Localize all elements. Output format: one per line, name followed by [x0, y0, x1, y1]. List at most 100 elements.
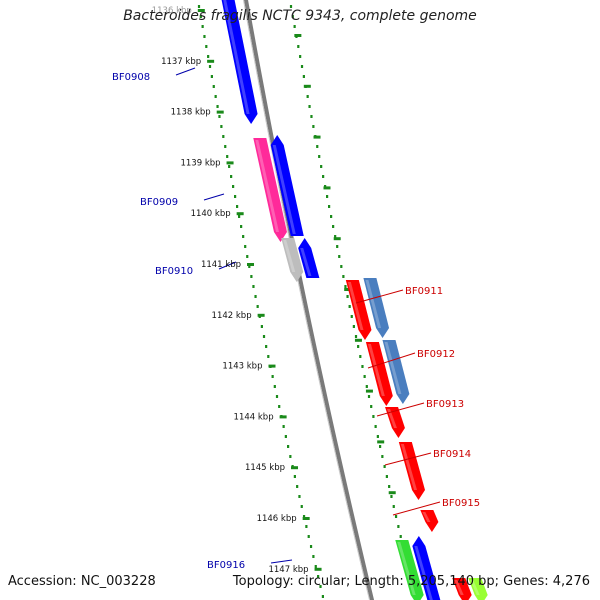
- gene-bf0914[interactable]: [398, 442, 425, 500]
- left-scale-dot: [271, 375, 274, 378]
- gene-bf0914-highlight: [400, 444, 417, 490]
- leader-line: [218, 261, 237, 270]
- gene-label-bf0911[interactable]: BF0911: [355, 286, 443, 304]
- gene-bf0916-a-highlight: [397, 542, 416, 595]
- gene-bf0915-highlight: [422, 512, 431, 522]
- gene-bf0916-b-body: [412, 536, 441, 600]
- gene-label-bf0916[interactable]: BF0916: [207, 559, 293, 571]
- left-scale-dot: [260, 325, 263, 328]
- gene-label-bf0912[interactable]: BF0912: [367, 349, 455, 369]
- right-scale-dot: [330, 215, 333, 218]
- major-tick: [354, 338, 362, 342]
- gene-bf0911[interactable]: [345, 280, 372, 340]
- left-scale-dot: [309, 545, 313, 548]
- left-scale-dot: [199, 15, 202, 18]
- major-tick: [216, 110, 224, 114]
- leader-line: [270, 559, 293, 564]
- gene-blue-b-highlight: [300, 248, 312, 276]
- left-scale-dot: [300, 505, 303, 508]
- right-scale-dot: [372, 415, 375, 418]
- left-scale-dot: [273, 385, 276, 388]
- major-tick: [197, 9, 205, 12]
- major-tick: [323, 186, 331, 190]
- right-scale-dot: [322, 175, 325, 178]
- right-scale-dot: [374, 425, 377, 428]
- gene-steel-b[interactable]: [382, 340, 410, 404]
- gene-bf0910[interactable]: [281, 238, 304, 282]
- gene-label-bf0913[interactable]: BF0913: [376, 399, 464, 417]
- right-scale-dot: [306, 95, 309, 98]
- left-scale-dot: [240, 225, 243, 228]
- backbone-line: [243, 0, 375, 600]
- gene-bf0913[interactable]: [385, 407, 405, 438]
- left-scale-dot: [232, 185, 235, 188]
- gene-bf0909-highlight: [255, 140, 279, 232]
- left-scale-dot: [282, 425, 285, 428]
- gene-bottom-green-body: [468, 578, 488, 600]
- right-scale-dot: [299, 55, 302, 58]
- right-scale-dot: [399, 535, 402, 538]
- gene-bottom-green-highlight: [470, 580, 480, 595]
- gene-bottom-red[interactable]: [452, 578, 472, 600]
- right-scale-dot: [388, 485, 391, 488]
- gene-name: BF0914: [433, 449, 471, 460]
- left-scale-dot: [208, 65, 212, 68]
- gene-bf0908[interactable]: [221, 0, 258, 124]
- kbp-tick-label: 1141 kbp: [201, 260, 241, 270]
- right-scale-dot: [302, 75, 305, 78]
- leader-line: [175, 67, 196, 76]
- gene-name: BF0908: [112, 72, 150, 83]
- right-scale-dot: [332, 225, 335, 228]
- right-scale-dot: [348, 305, 351, 308]
- left-scale-dot: [246, 255, 249, 258]
- left-scale-dot: [205, 45, 208, 48]
- gene-bf0908-body: [221, 0, 258, 124]
- scale-ticks: [197, 5, 420, 598]
- gene-bf0916-a[interactable]: [395, 540, 424, 600]
- left-scale-dot: [302, 515, 306, 518]
- gene-label-bf0908[interactable]: BF0908: [112, 67, 196, 83]
- gene-label-bf0910[interactable]: BF0910: [155, 261, 237, 277]
- gene-blue-b[interactable]: [298, 238, 320, 278]
- right-scale-dot: [308, 105, 311, 108]
- right-scale-dot: [359, 355, 362, 358]
- gene-bottom-green[interactable]: [468, 578, 488, 600]
- left-scale-dot: [228, 165, 231, 168]
- right-scale-dot: [352, 325, 355, 328]
- gene-label-bf0909[interactable]: BF0909: [140, 193, 225, 208]
- right-scale-dot: [342, 275, 345, 278]
- gene-bf0916-b[interactable]: [412, 536, 441, 600]
- major-tick: [303, 84, 311, 88]
- left-scale-dot: [314, 565, 317, 568]
- gene-bf0914-body: [398, 442, 425, 500]
- gene-blue-a[interactable]: [270, 135, 304, 236]
- left-scale-dot: [216, 105, 219, 108]
- left-scale-dot: [218, 115, 221, 118]
- right-scale-dot: [318, 155, 321, 158]
- gene-steel-b-body: [382, 340, 410, 404]
- gene-bf0912[interactable]: [365, 342, 393, 406]
- right-scale-dot: [376, 435, 379, 438]
- right-scale-dot: [390, 495, 393, 498]
- backbone-highlight: [242, 0, 371, 600]
- kbp-tick-label: 1140 kbp: [191, 209, 231, 219]
- right-scale-dot: [297, 45, 300, 48]
- right-scale-dot: [365, 385, 368, 388]
- gene-bf0909[interactable]: [253, 138, 287, 242]
- gene-bf0912-highlight: [367, 344, 385, 396]
- right-scale-dot: [334, 235, 337, 238]
- gene-bf0915[interactable]: [420, 510, 439, 532]
- gene-steel-a[interactable]: [363, 278, 390, 338]
- gene-name: BF0912: [417, 349, 455, 360]
- left-scale-dot: [222, 135, 225, 138]
- leader-line: [376, 402, 425, 417]
- gene-bf0915-body: [420, 510, 439, 532]
- gene-label-bf0915[interactable]: BF0915: [392, 498, 480, 516]
- left-scale-dot: [203, 35, 206, 38]
- left-scale-dot: [289, 455, 292, 458]
- right-scale-dot: [354, 335, 358, 338]
- left-scale-dot: [236, 205, 239, 208]
- left-scale-dot: [254, 295, 257, 298]
- gene-label-bf0914[interactable]: BF0914: [384, 449, 471, 466]
- right-scale-dot: [392, 505, 395, 508]
